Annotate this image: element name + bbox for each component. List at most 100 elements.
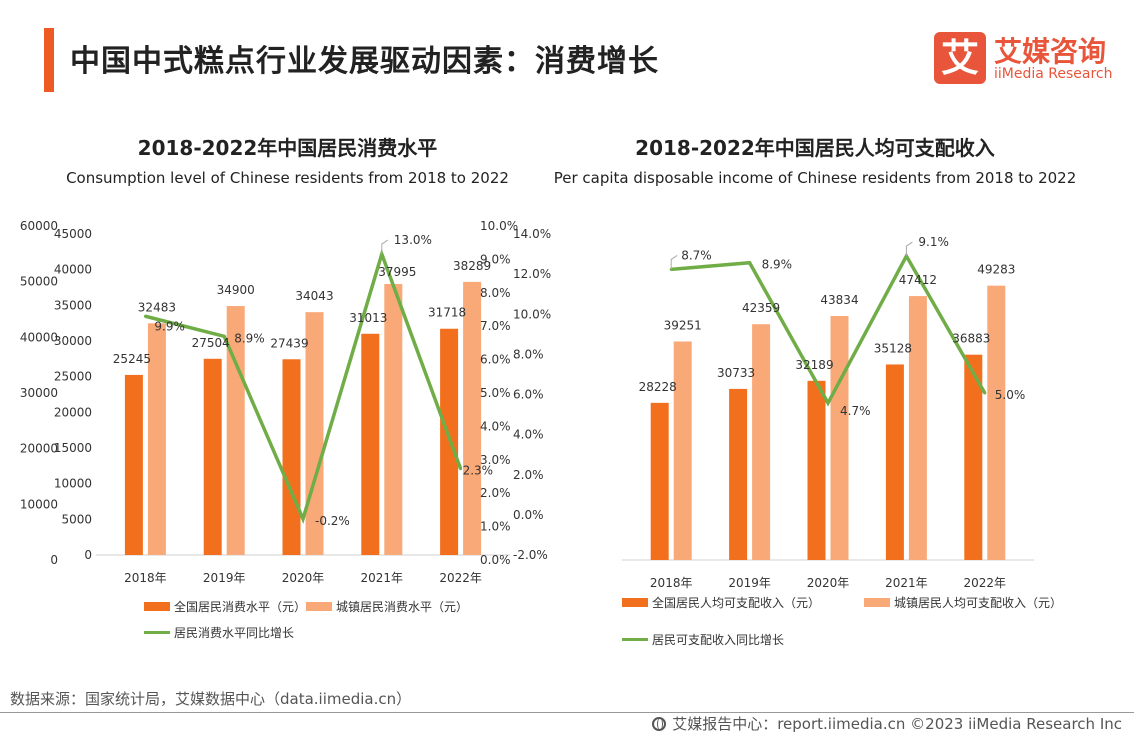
bar-value-label: 27504 <box>192 336 230 350</box>
logo-english-name: iiMedia Research <box>994 66 1113 82</box>
y2-tick-label: 2.0% <box>513 468 544 482</box>
legend-label: 居民可支配收入同比增长 <box>652 633 785 647</box>
legend-label: 城镇居民人均可支配收入（元） <box>894 596 1063 610</box>
y2-tick-label: 12.0% <box>513 267 551 281</box>
growth-point <box>826 401 830 405</box>
chart2-legend-urban: 城镇居民人均可支配收入（元） <box>864 594 1062 611</box>
bar <box>124 374 143 555</box>
y2-tick-label: 4.0% <box>480 419 511 433</box>
y2-tick-label: 10.0% <box>513 307 551 321</box>
y2-tick-label: 7.0% <box>480 319 511 333</box>
logo-mark: 艾 <box>934 32 986 84</box>
y2-tick-label: 3.0% <box>480 453 511 467</box>
bar <box>147 323 166 555</box>
legend-swatch-urban <box>864 598 890 607</box>
bar-value-label: 31718 <box>428 306 466 320</box>
bar-value-label: 38289 <box>453 259 491 273</box>
y-tick-label: 35000 <box>54 298 92 312</box>
chart1-legend: 全国居民消费水平（元） 城镇居民消费水平（元） 居民消费水平同比增长 <box>0 598 560 648</box>
legend-swatch-growth <box>622 638 648 641</box>
growth-point <box>222 334 226 338</box>
y2-tick-label: 6.0% <box>480 353 511 367</box>
chart1-legend-national: 全国居民消费水平（元） <box>144 598 306 615</box>
legend-swatch-urban <box>306 602 332 611</box>
x-tick-label: 2019年 <box>203 571 246 585</box>
x-tick-label: 2021年 <box>361 571 404 585</box>
y2-tick-label: 9.0% <box>480 252 511 266</box>
bar-value-label: 47412 <box>899 273 937 287</box>
x-tick-label: 2019年 <box>728 576 771 590</box>
chart2-subtitle: Per capita disposable income of Chinese … <box>553 169 1077 187</box>
bar <box>908 296 927 560</box>
bar <box>807 380 826 560</box>
bar <box>282 359 301 555</box>
bar <box>987 285 1006 560</box>
bar-value-label: 27439 <box>270 336 308 350</box>
bar-value-label: 42359 <box>742 301 780 315</box>
y-tick-label: 0 <box>84 548 92 562</box>
y-tick-label: 50000 <box>20 275 58 289</box>
bar-value-label: 49283 <box>977 263 1015 277</box>
y-tick-label: 0 <box>50 553 58 567</box>
chart2-legend: 全国居民人均可支配收入（元） 城镇居民人均可支配收入（元） 居民可支配收入同比增… <box>560 594 1120 647</box>
growth-point <box>143 314 147 318</box>
bar <box>964 354 983 560</box>
bar <box>384 283 403 555</box>
footer-text: 艾媒报告中心：report.iimedia.cn ©2023 iiMedia R… <box>672 715 1122 733</box>
footer: 艾媒报告中心：report.iimedia.cn ©2023 iiMedia R… <box>652 713 1122 734</box>
y-tick-label: 5000 <box>61 512 92 526</box>
y-tick-label: 30000 <box>54 334 92 348</box>
y2-tick-label: 10.0% <box>480 219 518 233</box>
bar-value-label: 34900 <box>217 283 255 297</box>
y-tick-label: 30000 <box>20 386 58 400</box>
chart1-title: 2018-2022年中国居民消费水平 <box>137 136 438 160</box>
x-tick-label: 2022年 <box>439 571 482 585</box>
y-tick-label: 25000 <box>54 370 92 384</box>
bar <box>830 315 849 560</box>
legend-label: 全国居民消费水平（元） <box>174 600 307 614</box>
leader-line <box>381 239 389 255</box>
bar <box>463 281 482 555</box>
y2-tick-label: 1.0% <box>480 520 511 534</box>
growth-value-label: 8.9% <box>234 331 265 345</box>
y2-tick-label: 4.0% <box>513 428 544 442</box>
globe-icon <box>652 716 667 731</box>
chart2-plot: 01000020000300004000050000600000.0%1.0%2… <box>20 219 1034 590</box>
growth-point <box>301 517 305 521</box>
bar <box>361 333 380 555</box>
chart2-legend-national: 全国居民人均可支配收入（元） <box>622 594 820 611</box>
bar <box>673 341 692 560</box>
bar-value-label: 35128 <box>874 341 912 355</box>
growth-value-label: 9.9% <box>154 319 185 333</box>
growth-line <box>671 252 987 407</box>
growth-point <box>459 467 463 471</box>
bar-value-label: 37995 <box>378 265 416 279</box>
chart1-plot: 0 5000 10000 15000 20000 25000 30000 35000 40000… <box>54 227 551 585</box>
y2-tick-label: 0.0% <box>480 553 511 567</box>
bar-value-label: 30733 <box>717 366 755 380</box>
iimedia-logo: 艾 艾媒咨询 iiMedia Research <box>934 32 1114 86</box>
y2-tick-label: 8.0% <box>513 347 544 361</box>
chart1-legend-growth: 居民消费水平同比增长 <box>144 624 294 641</box>
bar <box>729 388 748 560</box>
growth-value-label: 13.0% <box>394 233 432 247</box>
y2-tick-label: -2.0% <box>513 548 548 562</box>
footer-divider <box>0 712 1134 713</box>
chart1-subtitle: Consumption level of Chinese residents f… <box>66 169 509 187</box>
bar <box>752 324 771 560</box>
bar-value-label: 32483 <box>138 300 176 314</box>
y2-tick-label: 8.0% <box>480 286 511 300</box>
bar-value-label: 36883 <box>952 332 990 346</box>
logo-chinese-name: 艾媒咨询 <box>994 35 1107 68</box>
growth-value-label: 8.7% <box>681 248 712 262</box>
growth-value-label: 5.0% <box>995 388 1026 402</box>
y-tick-label: 10000 <box>20 497 58 511</box>
y-tick-label: 15000 <box>54 441 92 455</box>
y2-tick-label: 2.0% <box>480 486 511 500</box>
x-tick-label: 2018年 <box>124 571 167 585</box>
growth-value-label: 4.7% <box>840 404 871 418</box>
growth-value-label: 2.3% <box>463 464 494 478</box>
y-tick-label: 45000 <box>54 227 92 241</box>
bar <box>226 306 245 555</box>
y-tick-label: 60000 <box>20 219 58 233</box>
